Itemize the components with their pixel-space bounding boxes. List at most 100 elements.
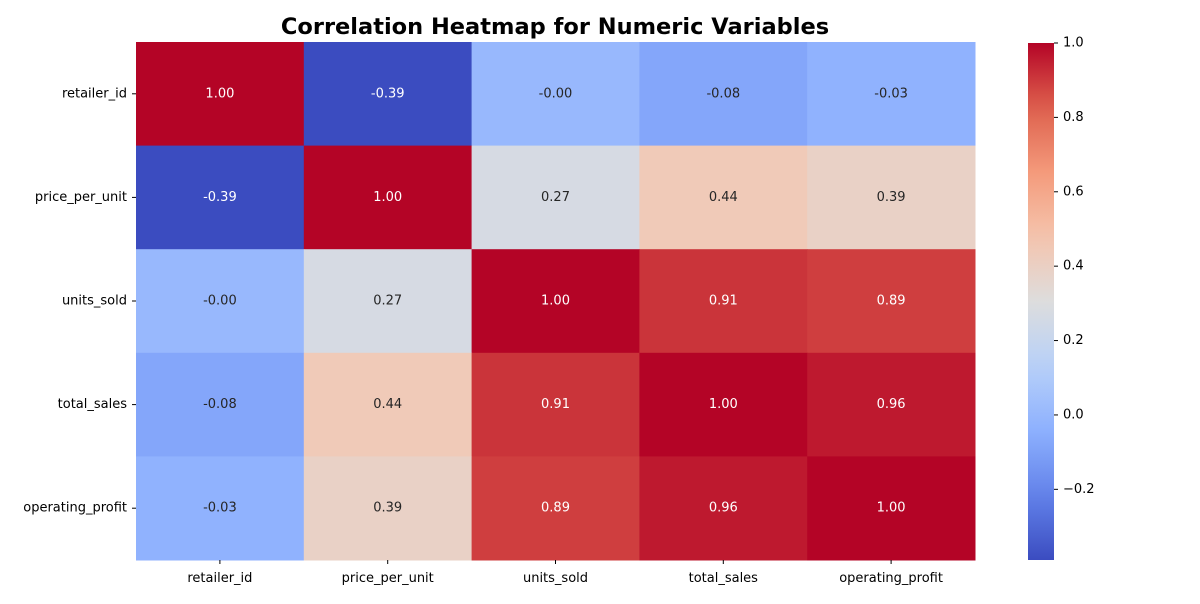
heatmap-cell-rect [639,456,808,561]
heatmap-cell-label: 0.44 [709,190,738,205]
heatmap-cell: -0.08 [136,352,305,457]
heatmap-cell: 0.96 [639,456,808,561]
heatmap-cell: 1.00 [471,249,640,354]
heatmap-cell-label: 1.00 [709,397,738,412]
heatmap-cell-label: -0.00 [539,86,573,101]
colorbar: −0.2 0.0 0.2 0.4 0.6 0.8 1.0 [1028,36,1095,560]
x-tick-label: price_per_unit [342,571,434,586]
y-tick-labels: retailer_id price_per_unit units_soldtotal… [23,86,136,516]
heatmap-cell-rect [303,456,473,561]
heatmap-cell-label: 0.96 [709,501,738,516]
heatmap-cell: -0.39 [136,145,305,250]
colorbar-tick-label: 1.0 [1063,36,1084,51]
heatmap-cell-rect [136,456,305,561]
heatmap-cell: 0.39 [807,145,976,250]
heatmap-cell: 1.00 [303,145,473,250]
colorbar-gradient [1028,43,1054,560]
heatmap-cell: 0.27 [303,249,473,354]
heatmap-cell: 0.27 [471,145,640,250]
y-tick-label: operating_profit [23,501,127,516]
x-tick-labels: retailer_id price_per_unit units_sold total… [187,560,943,586]
heatmap-cell: -0.00 [136,249,305,354]
heatmap-cell: 0.91 [471,352,640,457]
heatmap-cell-label: 1.00 [205,86,234,101]
heatmap-cell-rect [639,249,808,354]
heatmap-cell-rect [471,145,640,250]
heatmap-cells: 1.00 -0.39 -0.00 -0.08 -0.03 -0.39 1.00 0.27 0.4… [136,42,976,561]
x-tick-label: operating_profit [839,571,943,586]
heatmap-cell: 0.96 [807,352,976,457]
heatmap-cell: 0.91 [639,249,808,354]
heatmap-cell-label: 0.44 [373,397,402,412]
heatmap-cell: 1.00 [639,352,808,457]
heatmap-cell: -0.03 [136,456,305,561]
heatmap-cell-label: 0.27 [541,190,570,205]
x-tick-label: retailer_id [187,571,252,586]
heatmap-cell-rect [136,42,305,147]
heatmap-cell-rect [471,249,640,354]
heatmap-cell-rect [471,42,640,147]
heatmap-cell-rect [807,249,976,354]
heatmap-cell-label: 0.91 [541,397,570,412]
heatmap-cell: 0.39 [303,456,473,561]
colorbar-tick-label: 0.8 [1063,110,1084,125]
heatmap-cell-rect [807,42,976,147]
heatmap-cell-rect [471,352,640,457]
heatmap-cell-rect [136,249,305,354]
heatmap-cell-label: -0.39 [371,86,405,101]
heatmap-cell-label: 0.27 [373,294,402,309]
heatmap-cell-label: -0.03 [874,86,908,101]
heatmap-cell: 1.00 [807,456,976,561]
chart-title: Correlation Heatmap for Numeric Variable… [281,14,829,40]
heatmap-cell-rect [303,249,473,354]
heatmap-cell: 0.89 [471,456,640,561]
heatmap-cell: 1.00 [136,42,305,147]
heatmap-cell-label: 0.39 [373,501,402,516]
heatmap-cell-label: -0.03 [203,501,237,516]
heatmap-cell-label: 1.00 [877,501,906,516]
heatmap-cell-rect [807,145,976,250]
heatmap-cell-label: -0.08 [706,86,740,101]
x-tick-label: units_sold [523,571,588,586]
heatmap-cell-rect [807,352,976,457]
heatmap-cell: -0.39 [303,42,473,147]
y-tick-label: retailer_id [62,86,127,101]
heatmap-cell-rect [136,352,305,457]
x-tick-label: total_sales [689,571,759,586]
heatmap-cell-rect [303,145,473,250]
heatmap-cell-rect [471,456,640,561]
heatmap-cell-rect [303,42,473,147]
heatmap-cell-label: 0.39 [877,190,906,205]
colorbar-tick-label: 0.6 [1063,184,1084,199]
heatmap-cell-label: -0.08 [203,397,237,412]
colorbar-tick-label: 0.0 [1063,407,1084,422]
y-tick-label: price_per_unit [35,190,127,205]
heatmap-cell-label: 1.00 [373,190,402,205]
colorbar-tick-label: −0.2 [1063,482,1095,497]
colorbar-tick-label: 0.2 [1063,333,1084,348]
heatmap-cell-label: -0.00 [203,294,237,309]
heatmap-cell: 0.89 [807,249,976,354]
heatmap-cell-rect [303,352,473,457]
heatmap-cell-label: 0.91 [709,294,738,309]
heatmap-cell-rect [807,456,976,561]
y-tick-label: total_sales [58,397,128,412]
y-tick-label: units_sold [62,294,127,309]
heatmap-cell: -0.00 [471,42,640,147]
heatmap-cell: 0.44 [303,352,473,457]
heatmap-cell: -0.08 [639,42,808,147]
heatmap-cell: 0.44 [639,145,808,250]
heatmap-cell-rect [136,145,305,250]
heatmap-cell-rect [639,145,808,250]
heatmap-cell-label: 0.89 [541,501,570,516]
heatmap-cell-rect [639,42,808,147]
colorbar-tick-label: 0.4 [1063,259,1084,274]
heatmap-cell-label: 0.96 [877,397,906,412]
heatmap-cell-label: 0.89 [877,294,906,309]
heatmap-cell-label: 1.00 [541,294,570,309]
heatmap-cell-rect [639,352,808,457]
heatmap-cell: -0.03 [807,42,976,147]
heatmap-cell-label: -0.39 [203,190,237,205]
